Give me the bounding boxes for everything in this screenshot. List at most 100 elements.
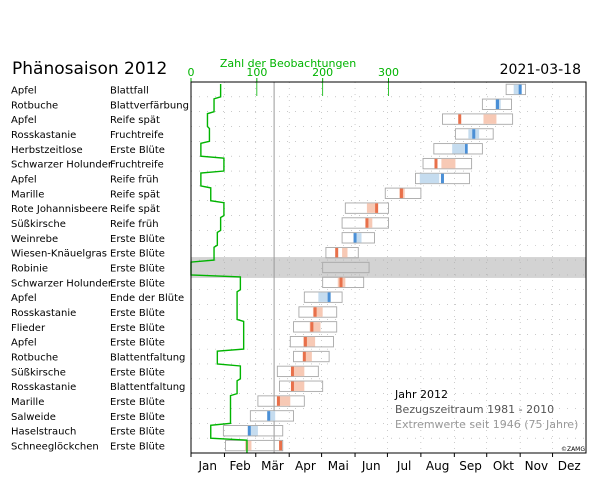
row-phase-label: Erste Blüte [110, 308, 165, 319]
reference-bar [356, 233, 362, 243]
row-phase-label: Erste Blüte [110, 427, 165, 438]
row-highlights [191, 257, 586, 278]
reference-period-bars [244, 84, 522, 451]
row-plant-label: Apfel [11, 293, 37, 304]
row-phase-label: Erste Blüte [110, 442, 165, 453]
row-plant-label: Rote Johannisbeere [11, 204, 108, 215]
row-plant-label: Rotbuche [11, 353, 58, 364]
row-plant-label: Rosskastanie [11, 308, 76, 319]
extreme-range-box [442, 113, 514, 125]
row-phase-label: Erste Blüte [110, 338, 165, 349]
row-phase-label: Blattentfaltung [110, 353, 185, 364]
reference-bar [305, 351, 312, 362]
year-2012-mark [353, 233, 357, 243]
month-label: Jul [396, 459, 411, 473]
reference-bar [293, 366, 305, 377]
obs-tick-label: 100 [246, 66, 267, 79]
row-plant-label: Rotbuche [11, 100, 58, 111]
extreme-range-box [303, 291, 343, 303]
extreme-range-box [276, 365, 319, 378]
row-phase-label: Erste Blüte [110, 367, 165, 378]
obs-tick-label: 300 [378, 66, 399, 79]
month-label: Nov [525, 459, 548, 473]
year-2012-mark [399, 188, 403, 199]
year-2012-mark [290, 381, 294, 391]
legend-reference: Bezugszeitraum 1981 - 2010 [395, 403, 554, 416]
row-plant-label: Schwarzer Holunder [11, 278, 113, 289]
extreme-range-box [384, 187, 422, 199]
row-plant-label: Marille [11, 189, 44, 200]
row-plant-label: Schwarzer Holunder [11, 160, 113, 171]
row-phase-label: Erste Blüte [110, 397, 165, 408]
row-plant-label: Apfel [11, 85, 37, 96]
grid [191, 82, 586, 453]
extreme-range-box [293, 321, 338, 333]
reference-bar [366, 203, 378, 213]
row-phase-label: Reife spät [110, 204, 160, 215]
extreme-range-box [454, 128, 494, 140]
row-plant-label: Salweide [11, 412, 56, 423]
legend-year: Jahr 2012 [394, 388, 448, 401]
row-phase-label: Reife früh [110, 174, 159, 185]
year-2012-mark [458, 114, 462, 124]
row-plant-label: Robinie [11, 264, 48, 275]
reference-bar [244, 440, 252, 451]
extreme-range-box [344, 202, 389, 214]
extreme-range-box [325, 247, 359, 259]
row-phase-label: Reife früh [110, 219, 159, 230]
row-plant-label: Süßkirsche [11, 219, 66, 230]
month-label: Jun [361, 459, 381, 473]
reference-bar [269, 411, 276, 421]
copyright: ©ZAMG [561, 446, 585, 453]
reference-bar [441, 158, 456, 169]
year-2012-mark [335, 247, 339, 258]
extreme-range-box [322, 261, 370, 274]
row-phase-label: Fruchtreife [110, 160, 164, 171]
month-label: Dez [558, 459, 581, 473]
extreme-range-box [341, 232, 375, 244]
obs-tick-label: 0 [188, 66, 195, 79]
month-label: Mär [261, 459, 284, 473]
month-label: Sep [459, 459, 482, 473]
row-phase-label: Erste Blüte [110, 278, 165, 289]
row-phase-label: Blattverfärbung [110, 100, 189, 111]
year-2012-mark [434, 158, 438, 169]
year-2012-mark [518, 84, 522, 95]
legend-extremes: Extremwerte seit 1946 (75 Jahre) [395, 418, 578, 431]
row-plant-label: Flieder [11, 323, 46, 334]
row-phase-label: Erste Blüte [110, 323, 165, 334]
year-2012-mark [290, 366, 294, 377]
row-phase-label: Erste Blüte [110, 234, 165, 245]
reference-bar [303, 336, 316, 347]
year-2012-mark [310, 322, 314, 332]
month-label: Jan [197, 459, 217, 473]
row-phase-label: Blattentfaltung [110, 382, 185, 393]
extreme-range-box [279, 380, 324, 392]
extreme-range-box [257, 395, 305, 407]
year-2012-mark [472, 129, 476, 139]
reference-bar [419, 173, 440, 184]
year-2012-mark [464, 144, 468, 154]
reference-bar [513, 84, 520, 95]
chart-date: 2021-03-18 [500, 62, 581, 78]
reference-bar [279, 396, 291, 406]
row-phase-label: Erste Blüte [110, 264, 165, 275]
month-label: Apr [295, 459, 316, 473]
extreme-range-box [481, 98, 512, 110]
row-plant-label: Rosskastanie [11, 130, 76, 141]
year-2012-mark [276, 396, 280, 406]
reference-bar [309, 322, 321, 332]
reference-bar [312, 307, 323, 317]
chart-title: Phänosaison 2012 [12, 59, 167, 79]
row-phase-label: Fruchtreife [110, 130, 164, 141]
month-axis: Jan Feb Mär Apr Mai Jun Jul Aug Sep Okt Nov Dez [190, 453, 581, 473]
row-plant-label: Süßkirsche [11, 367, 66, 378]
month-label: Aug [426, 459, 449, 473]
year-2012-mark [303, 336, 307, 347]
row-labels: Apfel Blattfall Rotbuche Blattverfärbung Apf… [11, 85, 189, 452]
month-label: Mai [328, 459, 349, 473]
year-2012-mark [496, 99, 500, 110]
obs-tick-label: 200 [312, 66, 333, 79]
top-axis-label: Zahl der Beobachtungen [220, 57, 356, 70]
